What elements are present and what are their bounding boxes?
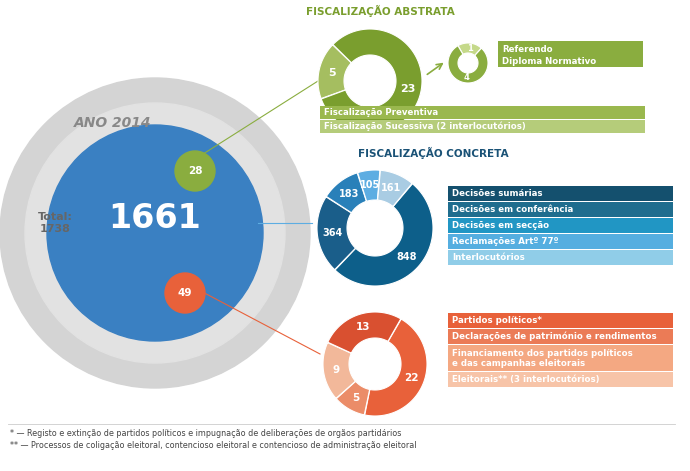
Text: 13: 13 (356, 322, 371, 332)
Text: Interlocutórios: Interlocutórios (452, 253, 525, 262)
Text: 364: 364 (322, 228, 342, 238)
Bar (448, 329, 673, 344)
Text: Fiscalização Sucessiva (2 interlocutórios): Fiscalização Sucessiva (2 interlocutório… (324, 122, 526, 131)
Text: 4: 4 (464, 73, 469, 82)
Polygon shape (448, 46, 488, 83)
Circle shape (0, 78, 310, 388)
Polygon shape (365, 319, 427, 416)
Text: Fiscalização Preventiva: Fiscalização Preventiva (324, 108, 438, 117)
Bar (448, 250, 673, 265)
Text: 28: 28 (188, 166, 202, 176)
Text: Eleitorais** (3 interlocutórios): Eleitorais** (3 interlocutórios) (452, 375, 600, 384)
Circle shape (175, 151, 215, 191)
Polygon shape (318, 45, 351, 98)
Text: Reclamações Artº 77º: Reclamações Artº 77º (452, 237, 558, 246)
Polygon shape (357, 170, 380, 201)
Text: ** — Processos de coligação eleitoral, contencioso eleitoral e contencioso de ad: ** — Processos de coligação eleitoral, c… (10, 440, 417, 449)
Text: 161: 161 (382, 183, 402, 193)
Text: 1: 1 (466, 44, 473, 53)
Polygon shape (335, 184, 433, 286)
Polygon shape (377, 170, 412, 206)
Text: 5: 5 (328, 68, 336, 78)
Polygon shape (328, 312, 401, 353)
Text: 22: 22 (404, 373, 419, 383)
Bar (498, 41, 643, 67)
Text: 9: 9 (333, 365, 340, 375)
Text: Referendo: Referendo (502, 44, 553, 54)
Text: * — Registo e extinção de partidos políticos e impugnação de deliberações de org: * — Registo e extinção de partidos polít… (10, 429, 402, 438)
Text: 49: 49 (178, 288, 193, 298)
Text: Decisões sumárias: Decisões sumárias (452, 189, 542, 198)
Text: FISCALIZAÇÃO CONCRETA: FISCALIZAÇÃO CONCRETA (358, 147, 509, 159)
Text: FISCALIZAÇÃO ABSTRATA: FISCALIZAÇÃO ABSTRATA (306, 5, 455, 17)
Polygon shape (336, 382, 370, 415)
Text: 848: 848 (397, 252, 417, 262)
Bar (448, 202, 673, 217)
Text: 1661: 1661 (108, 202, 201, 235)
Text: 105: 105 (360, 180, 380, 190)
Text: 5: 5 (352, 393, 359, 403)
Polygon shape (322, 29, 422, 133)
Polygon shape (458, 43, 482, 56)
Text: Total:
1738: Total: 1738 (37, 212, 72, 234)
Bar (448, 345, 673, 371)
Text: 183: 183 (339, 189, 359, 199)
Bar (320, 106, 645, 119)
Text: Partidos políticos*: Partidos políticos* (452, 316, 542, 325)
Text: Diploma Normativo: Diploma Normativo (502, 57, 596, 65)
Bar (448, 186, 673, 201)
Circle shape (47, 125, 263, 341)
Text: e das campanhas eleitorais: e das campanhas eleitorais (452, 358, 585, 367)
Polygon shape (326, 173, 366, 213)
Circle shape (25, 103, 285, 363)
Circle shape (165, 273, 205, 313)
Text: Declarações de património e rendimentos: Declarações de património e rendimentos (452, 332, 657, 341)
Polygon shape (317, 197, 355, 270)
Text: Decisões em conferência: Decisões em conferência (452, 205, 573, 214)
Bar (320, 120, 645, 133)
Text: ANO 2014: ANO 2014 (75, 116, 152, 130)
Polygon shape (323, 342, 355, 398)
Bar (448, 218, 673, 233)
Bar (448, 234, 673, 249)
Text: Decisões em secção: Decisões em secção (452, 221, 549, 230)
Bar (448, 313, 673, 328)
Text: 23: 23 (400, 84, 416, 94)
Bar (448, 372, 673, 387)
Text: Financiamento dos partidos políticos: Financiamento dos partidos políticos (452, 349, 633, 358)
